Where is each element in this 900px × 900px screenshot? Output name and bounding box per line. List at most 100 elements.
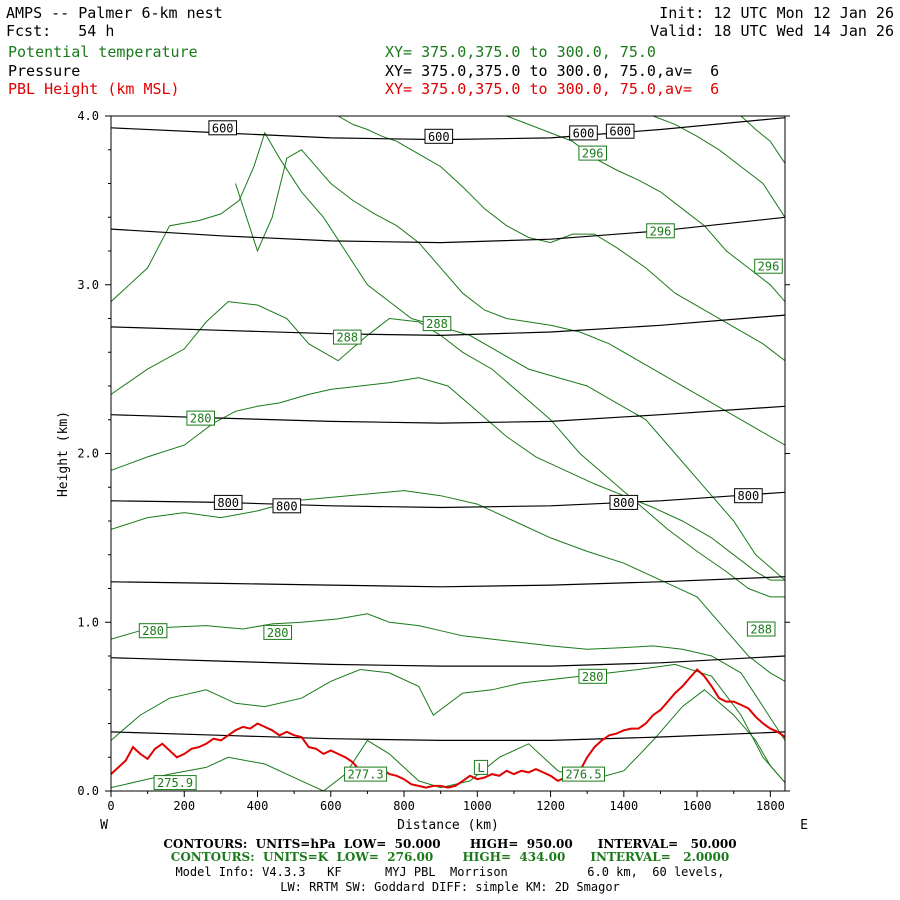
theta-contour-line [111, 613, 785, 741]
footer-model-info-2: LW: RRTM SW: Goddard DIFF: simple KM: 2D… [280, 880, 620, 894]
plot-frame [110, 115, 786, 792]
theta-contour-label-text: 296 [758, 260, 780, 274]
theta-contour-line [235, 149, 785, 446]
x-tick-label: 400 [247, 799, 269, 813]
theta-contour-line [111, 663, 785, 783]
pressure-contour-label: 800 [609, 494, 639, 510]
theta-contour-label-text: 296 [650, 224, 672, 238]
pressure-contour-label: 600 [424, 128, 454, 144]
field-xy-theta: XY= 375.0,375.0 to 300.0, 75.0 [385, 43, 656, 61]
y-axis-label: Height (km) [56, 411, 71, 497]
footer-pressure-contours: CONTOURS: UNITS=hPa LOW= 50.000 HIGH= 95… [163, 837, 737, 851]
theta-contour-line [652, 116, 785, 218]
axes: 0 200 400 600 800 1000 1200 1400 1600 1800 0.0 1.0 2… [77, 109, 790, 813]
west-label: W [100, 818, 108, 833]
y-tick-label: 3.0 [77, 278, 99, 292]
x-tick-label: 1800 [756, 799, 785, 813]
pressure-contour-700 [111, 314, 785, 337]
x-tick-label: 0 [107, 799, 114, 813]
theta-contour-label: 280 [578, 668, 608, 684]
pressure-contour-label: 600 [208, 120, 237, 136]
y-tick-label: 1.0 [77, 615, 99, 629]
x-tick-label: 1000 [463, 799, 492, 813]
pressure-contour-label-text: 600 [609, 125, 631, 139]
pressure-contour-label-text: 600 [573, 126, 595, 140]
theta-contour-line [506, 116, 785, 302]
theta-contour-label: 296 [646, 223, 675, 239]
theta-contour-label-text: 288 [750, 623, 772, 637]
pressure-contour-label-text: 800 [217, 496, 239, 510]
theta-contour-label-text: 276.5 [565, 768, 601, 782]
x-tick-label: 800 [393, 799, 415, 813]
theta-contour-label-text: 280 [582, 670, 604, 684]
theta-contour-label: 288 [422, 316, 452, 332]
x-tick-label: 1600 [683, 799, 712, 813]
pressure-contour-650 [111, 216, 785, 244]
theta-contour-label-text: 296 [582, 147, 604, 161]
theta-contour-line [111, 301, 785, 598]
pressure-contour-750 [111, 405, 785, 424]
forecast-hour: Fcst: 54 h [6, 22, 115, 40]
theta-contour-line [111, 377, 785, 581]
contour-labels: 296 296 296 288 288 288 280 280 280 280 276.5 L 275.… [138, 120, 783, 791]
theta-contour-line [111, 689, 785, 791]
pressure-contour-label-text: 800 [613, 496, 635, 510]
model-title: AMPS -- Palmer 6-km nest [6, 4, 223, 22]
theta-contour-label-text: 280 [142, 624, 164, 638]
theta-contour-label: 288 [333, 329, 362, 345]
pressure-contours [111, 117, 785, 741]
theta-contour-label: L [473, 759, 489, 775]
theta-contour-label-text: 277.3 [348, 768, 384, 782]
pressure-contour-label-text: 800 [276, 499, 298, 513]
field-name-theta: Potential temperature [8, 43, 198, 61]
theta-contour-label: 280 [263, 624, 292, 640]
east-label: E [800, 818, 808, 833]
theta-contour-label-text: 280 [267, 626, 289, 640]
pressure-contour-label: 600 [605, 123, 635, 139]
pressure-contour-900 [111, 655, 785, 667]
theta-contour-label: 280 [186, 410, 215, 426]
footer-model-info: Model Info: V4.3.3 KF MYJ PBL Morrison 6… [175, 865, 725, 879]
pressure-contour-label: 600 [569, 125, 598, 141]
theta-contour-line [740, 116, 785, 164]
theta-contour-label-text: 288 [426, 317, 448, 331]
x-tick-label: 1400 [609, 799, 638, 813]
pressure-contour-800 [111, 491, 785, 509]
theta-contour-label: 276.5 [562, 766, 605, 782]
x-axis-label: Distance (km) [397, 818, 499, 833]
footer-theta-contours: CONTOURS: UNITS=K LOW= 276.00 HIGH= 434.… [170, 850, 730, 864]
y-tick-label: 2.0 [77, 447, 99, 461]
theta-contour-label: 296 [754, 258, 783, 274]
init-time: Init: 12 UTC Mon 12 Jan 26 [659, 4, 894, 22]
theta-contour-label-text: 280 [190, 412, 212, 426]
pressure-contour-label: 800 [734, 488, 763, 504]
y-tick-label: 0.0 [77, 784, 99, 798]
theta-contour-label: 280 [138, 623, 168, 639]
theta-contour-label-text: L [477, 761, 484, 775]
pressure-contour-950 [111, 731, 785, 741]
theta-contour-line [111, 490, 785, 682]
theta-contour-label-text: 275.9 [157, 776, 193, 790]
theta-contour-label: 275.9 [153, 775, 197, 791]
theta-contour-label: 296 [578, 145, 608, 161]
pressure-contour-850 [111, 576, 785, 588]
field-xy-pbl: XY= 375.0,375.0 to 300.0, 75.0,av= 6 [385, 80, 720, 98]
pbl-height-line [111, 668, 785, 789]
x-tick-label: 200 [173, 799, 195, 813]
pressure-contour-label-text: 600 [212, 121, 234, 135]
pressure-contour-label: 800 [213, 494, 243, 510]
field-xy-pressure: XY= 375.0,375.0 to 300.0, 75.0,av= 6 [385, 62, 720, 80]
theta-contour-label: 288 [746, 621, 776, 637]
theta-contour-label: 277.3 [344, 766, 388, 782]
theta-contour-line [111, 131, 785, 581]
pressure-contour-label: 800 [272, 498, 302, 514]
pbl-height-series [111, 668, 785, 789]
theta-contour-label-text: 288 [336, 331, 358, 345]
field-name-pressure: Pressure [8, 62, 81, 80]
pressure-contour-label-text: 800 [738, 489, 760, 503]
y-tick-label: 4.0 [77, 109, 99, 123]
x-tick-label: 1200 [536, 799, 565, 813]
field-name-pbl: PBL Height (km MSL) [8, 80, 180, 98]
x-tick-label: 600 [320, 799, 342, 813]
